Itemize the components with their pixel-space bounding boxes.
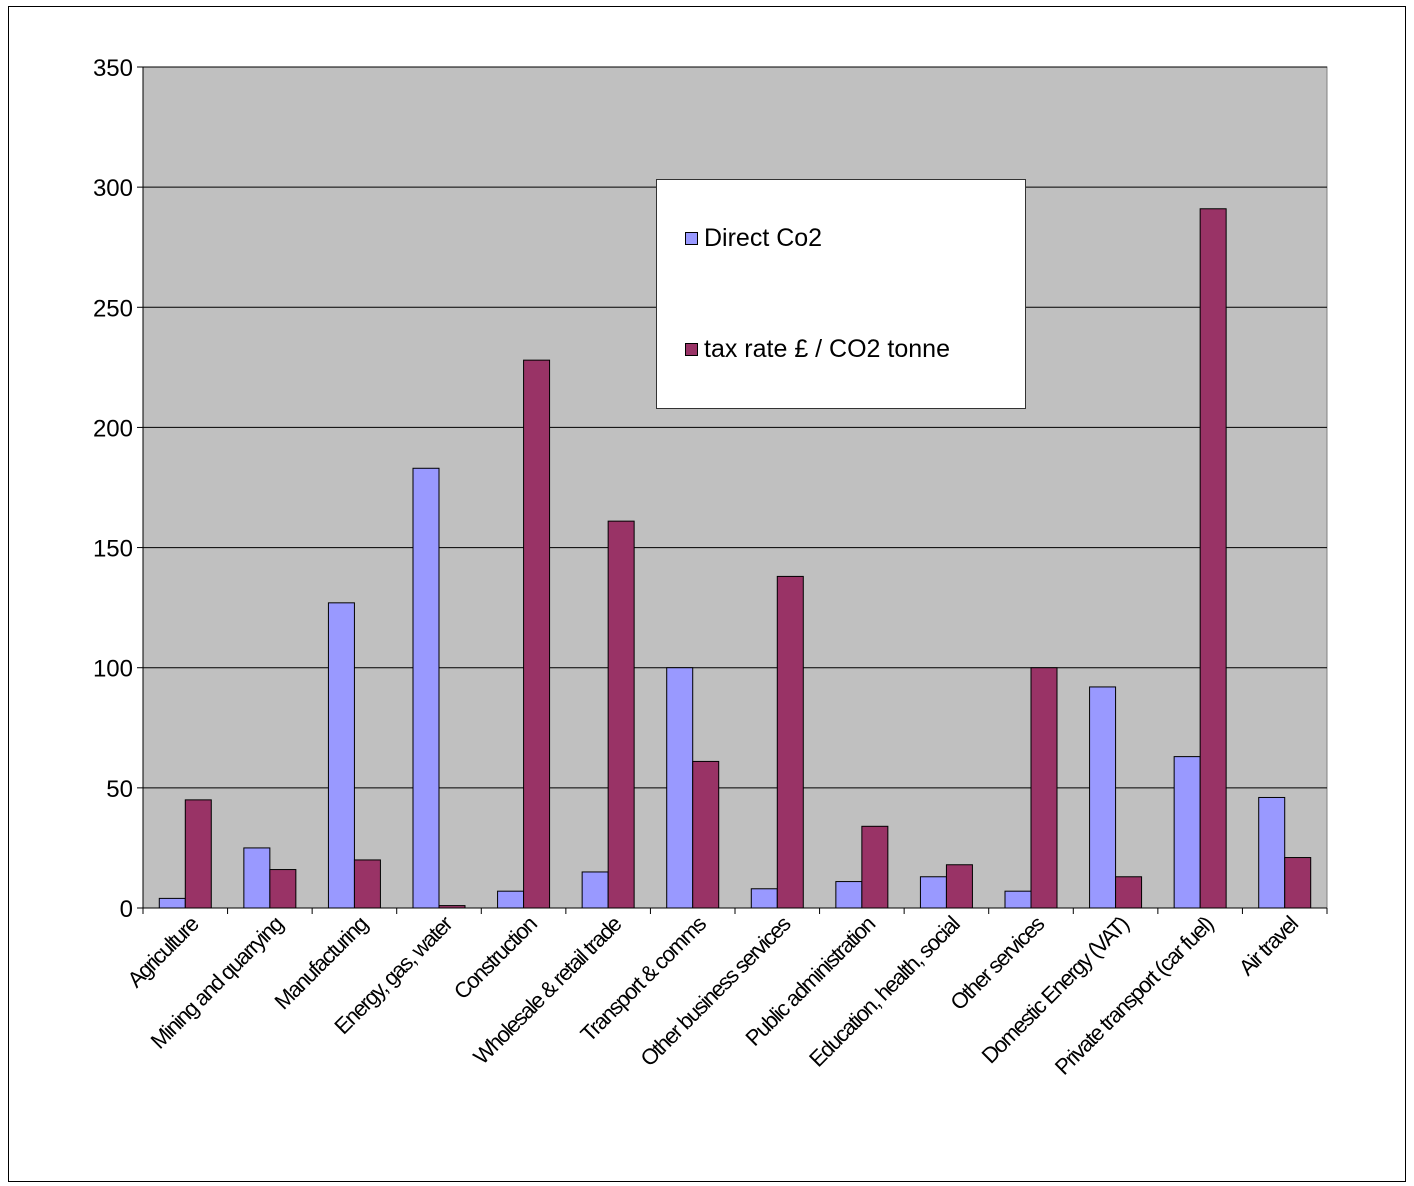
bar-tax-rate-6 <box>692 760 720 909</box>
y-tick-label: 350 <box>93 55 133 82</box>
bar-direct-co2-0 <box>158 897 186 909</box>
bar-tax-rate-1 <box>269 869 297 909</box>
legend-label-tax-rate: tax rate £ / CO2 tonne <box>704 335 950 363</box>
bars <box>158 208 1312 909</box>
bar-direct-co2-5 <box>581 871 609 909</box>
y-tick-label: 0 <box>120 896 133 923</box>
y-tick-label: 100 <box>93 656 133 683</box>
bar-tax-rate-12 <box>1199 208 1227 909</box>
bar-direct-co2-2 <box>327 602 355 909</box>
legend-swatch-tax-rate <box>685 343 698 356</box>
bar-direct-co2-13 <box>1258 796 1286 909</box>
legend-item-tax-rate: tax rate £ / CO2 tonne <box>685 335 950 364</box>
bar-direct-co2-6 <box>666 667 694 909</box>
bar-tax-rate-8 <box>861 825 889 909</box>
bar-tax-rate-13 <box>1284 857 1312 909</box>
bar-direct-co2-11 <box>1089 686 1117 909</box>
bar-tax-rate-2 <box>353 859 381 909</box>
bar-tax-rate-5 <box>607 520 635 909</box>
x-tick-label: Other business services <box>636 911 796 1071</box>
legend: Direct Co2 tax rate £ / CO2 tonne <box>656 179 1026 409</box>
legend-swatch-direct-co2 <box>685 232 698 245</box>
legend-item-direct-co2: Direct Co2 <box>685 224 822 253</box>
x-tick-label: Wholesale & retail trade <box>468 911 626 1069</box>
legend-label-direct-co2: Direct Co2 <box>704 224 823 252</box>
bar-tax-rate-7 <box>776 575 804 909</box>
bar-direct-co2-12 <box>1173 756 1201 909</box>
x-tick-label: Agriculture <box>122 911 203 992</box>
bar-direct-co2-10 <box>1004 890 1032 909</box>
bar-direct-co2-9 <box>919 876 947 909</box>
bar-direct-co2-7 <box>750 888 778 909</box>
bar-direct-co2-3 <box>412 467 440 909</box>
bar-tax-rate-10 <box>1030 667 1058 909</box>
y-tick-label: 250 <box>93 295 133 322</box>
x-tick-label: Education, health, social <box>804 911 964 1071</box>
bar-direct-co2-8 <box>835 881 863 909</box>
bar-direct-co2-4 <box>497 890 525 909</box>
bar-tax-rate-11 <box>1115 876 1143 909</box>
bar-tax-rate-4 <box>523 359 551 909</box>
bar-tax-rate-9 <box>945 864 973 909</box>
y-tick-label: 200 <box>93 415 133 442</box>
y-tick-label: 50 <box>106 776 133 803</box>
y-axis-ticks: 0 50 100 150 200 250 300 350 <box>93 55 143 923</box>
x-tick-label: Domestic Energy (VAT) <box>977 912 1134 1069</box>
x-tick-label: Air travel <box>1234 911 1303 980</box>
y-tick-label: 300 <box>93 175 133 202</box>
x-tick-label: Private transport (car fuel) <box>1050 912 1218 1080</box>
bar-direct-co2-1 <box>243 847 271 909</box>
x-tick-label: Construction <box>449 912 541 1004</box>
bar-tax-rate-0 <box>184 799 212 909</box>
y-tick-label: 150 <box>93 536 133 563</box>
